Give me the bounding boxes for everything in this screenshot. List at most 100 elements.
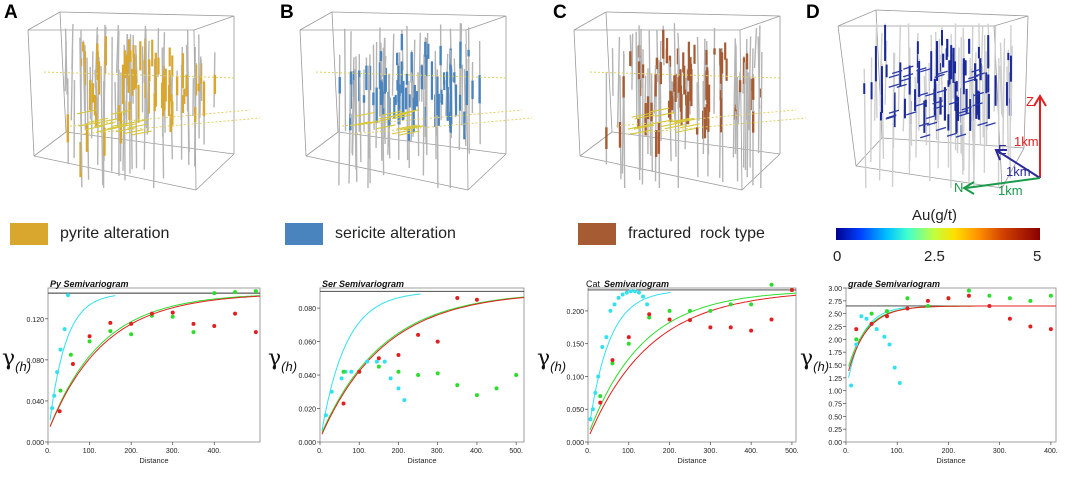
n-axis-arrow <box>965 177 1041 189</box>
workings <box>398 109 420 115</box>
data-point-green <box>708 308 713 313</box>
borehole-trace <box>434 50 437 160</box>
borehole-trace <box>125 34 128 125</box>
data-point-red <box>149 311 154 316</box>
semivariogram-grade: grade Semivariogram 0.00 0.25 0.50 0.75 1.00 1… <box>828 279 1057 465</box>
y-tick-label: 0.200 <box>566 309 584 316</box>
workings <box>369 118 391 124</box>
survey-level <box>625 117 806 135</box>
data-point-cyan <box>323 413 328 418</box>
box-edge <box>193 15 235 31</box>
borehole-trace <box>656 30 659 83</box>
e-axis-arrow <box>995 149 1041 179</box>
borehole-trace <box>631 33 634 90</box>
data-point-cyan <box>882 334 887 339</box>
x-tick-label: 500. <box>509 448 523 455</box>
grade-workings <box>936 88 948 94</box>
x-axis-label: Distance <box>677 456 706 465</box>
data-point-cyan <box>600 344 605 349</box>
borehole-trace <box>355 56 358 182</box>
data-point-cyan <box>402 398 407 403</box>
workings <box>399 125 421 131</box>
y-tick-label: 0.150 <box>566 342 584 349</box>
box-edge <box>881 137 1025 149</box>
data-point-cyan <box>596 374 601 379</box>
x-axis-label: Distance <box>936 456 965 465</box>
data-point-cyan <box>859 314 864 319</box>
borehole-trace <box>70 49 74 121</box>
borehole-trace <box>923 75 927 121</box>
data-point-cyan <box>641 294 646 299</box>
data-point-cyan <box>620 292 625 297</box>
workings <box>675 127 696 133</box>
workings <box>107 124 128 130</box>
x-tick-label: 200. <box>124 448 138 455</box>
borehole-trace <box>993 25 997 112</box>
data-point-red <box>598 400 603 405</box>
box-edge <box>27 29 35 157</box>
borehole-trace <box>1002 55 1005 151</box>
data-point-green <box>610 361 615 366</box>
y-tick-label: 1.75 <box>828 350 842 357</box>
data-point-green <box>598 394 603 399</box>
panel-letter-c: C <box>553 2 567 23</box>
data-point-green <box>87 339 92 344</box>
data-point-green <box>253 289 258 294</box>
data-point-red <box>455 296 460 301</box>
grade-workings <box>918 122 930 127</box>
data-point-green <box>212 291 217 296</box>
workings <box>111 121 132 128</box>
data-point-red <box>253 330 258 335</box>
borehole-trace <box>937 38 941 169</box>
y-tick-label: 0.040 <box>298 373 316 380</box>
box-edge <box>605 11 613 133</box>
plot-frame <box>845 287 1057 443</box>
data-point-cyan <box>632 289 637 294</box>
data-point-red <box>416 332 421 337</box>
grade-workings <box>934 73 945 79</box>
box-edge <box>305 131 339 157</box>
borehole-trace <box>1006 66 1009 158</box>
x-tick-label: 200. <box>663 448 677 455</box>
grade-workings <box>917 92 929 97</box>
box-edge <box>837 9 877 27</box>
colorbar-tick-0: 0 <box>833 248 842 265</box>
data-point-red <box>708 325 713 330</box>
borehole-trace <box>391 33 395 96</box>
grade-workings <box>961 106 972 111</box>
grade-workings <box>888 83 899 88</box>
borehole-trace <box>635 45 638 106</box>
box-edge <box>467 153 507 191</box>
x-tick-label: 400. <box>470 448 484 455</box>
borehole-trace <box>696 36 700 121</box>
grade-workings <box>935 126 947 132</box>
x-tick-label: 0. <box>317 448 323 455</box>
workings <box>87 117 108 123</box>
data-point-red <box>1028 324 1033 329</box>
semivariogram-cat: Semivariogram 0.000 0.050 0.100 0.150 0.200 0.… <box>566 279 799 465</box>
workings <box>674 117 695 123</box>
data-point-cyan <box>349 369 354 374</box>
box-edge <box>337 131 507 155</box>
data-point-green <box>1048 293 1053 298</box>
borehole-trace <box>949 76 952 189</box>
x-tick-label: 300. <box>166 448 180 455</box>
workings <box>76 109 98 115</box>
data-point-red <box>212 323 217 328</box>
semivariogram-ser: Ser Semivariogram0.0000.0200.0400.0600.0… <box>298 279 525 465</box>
plot-title: Ser Semivariogram <box>322 279 404 289</box>
grade-workings <box>896 83 907 89</box>
workings <box>396 124 417 130</box>
x-tick-label: 0. <box>45 448 51 455</box>
model-curve-red <box>321 297 525 435</box>
data-point-green <box>987 293 992 298</box>
grade-workings <box>925 92 936 97</box>
borehole-trace <box>114 81 117 121</box>
workings <box>652 119 674 125</box>
x-tick-label: 500. <box>785 448 799 455</box>
borehole-trace <box>732 38 737 158</box>
borehole-trace <box>999 42 1004 118</box>
model-curve-cyan <box>321 293 421 431</box>
borehole-trace <box>757 36 761 109</box>
panel-letter-b: B <box>280 2 294 23</box>
